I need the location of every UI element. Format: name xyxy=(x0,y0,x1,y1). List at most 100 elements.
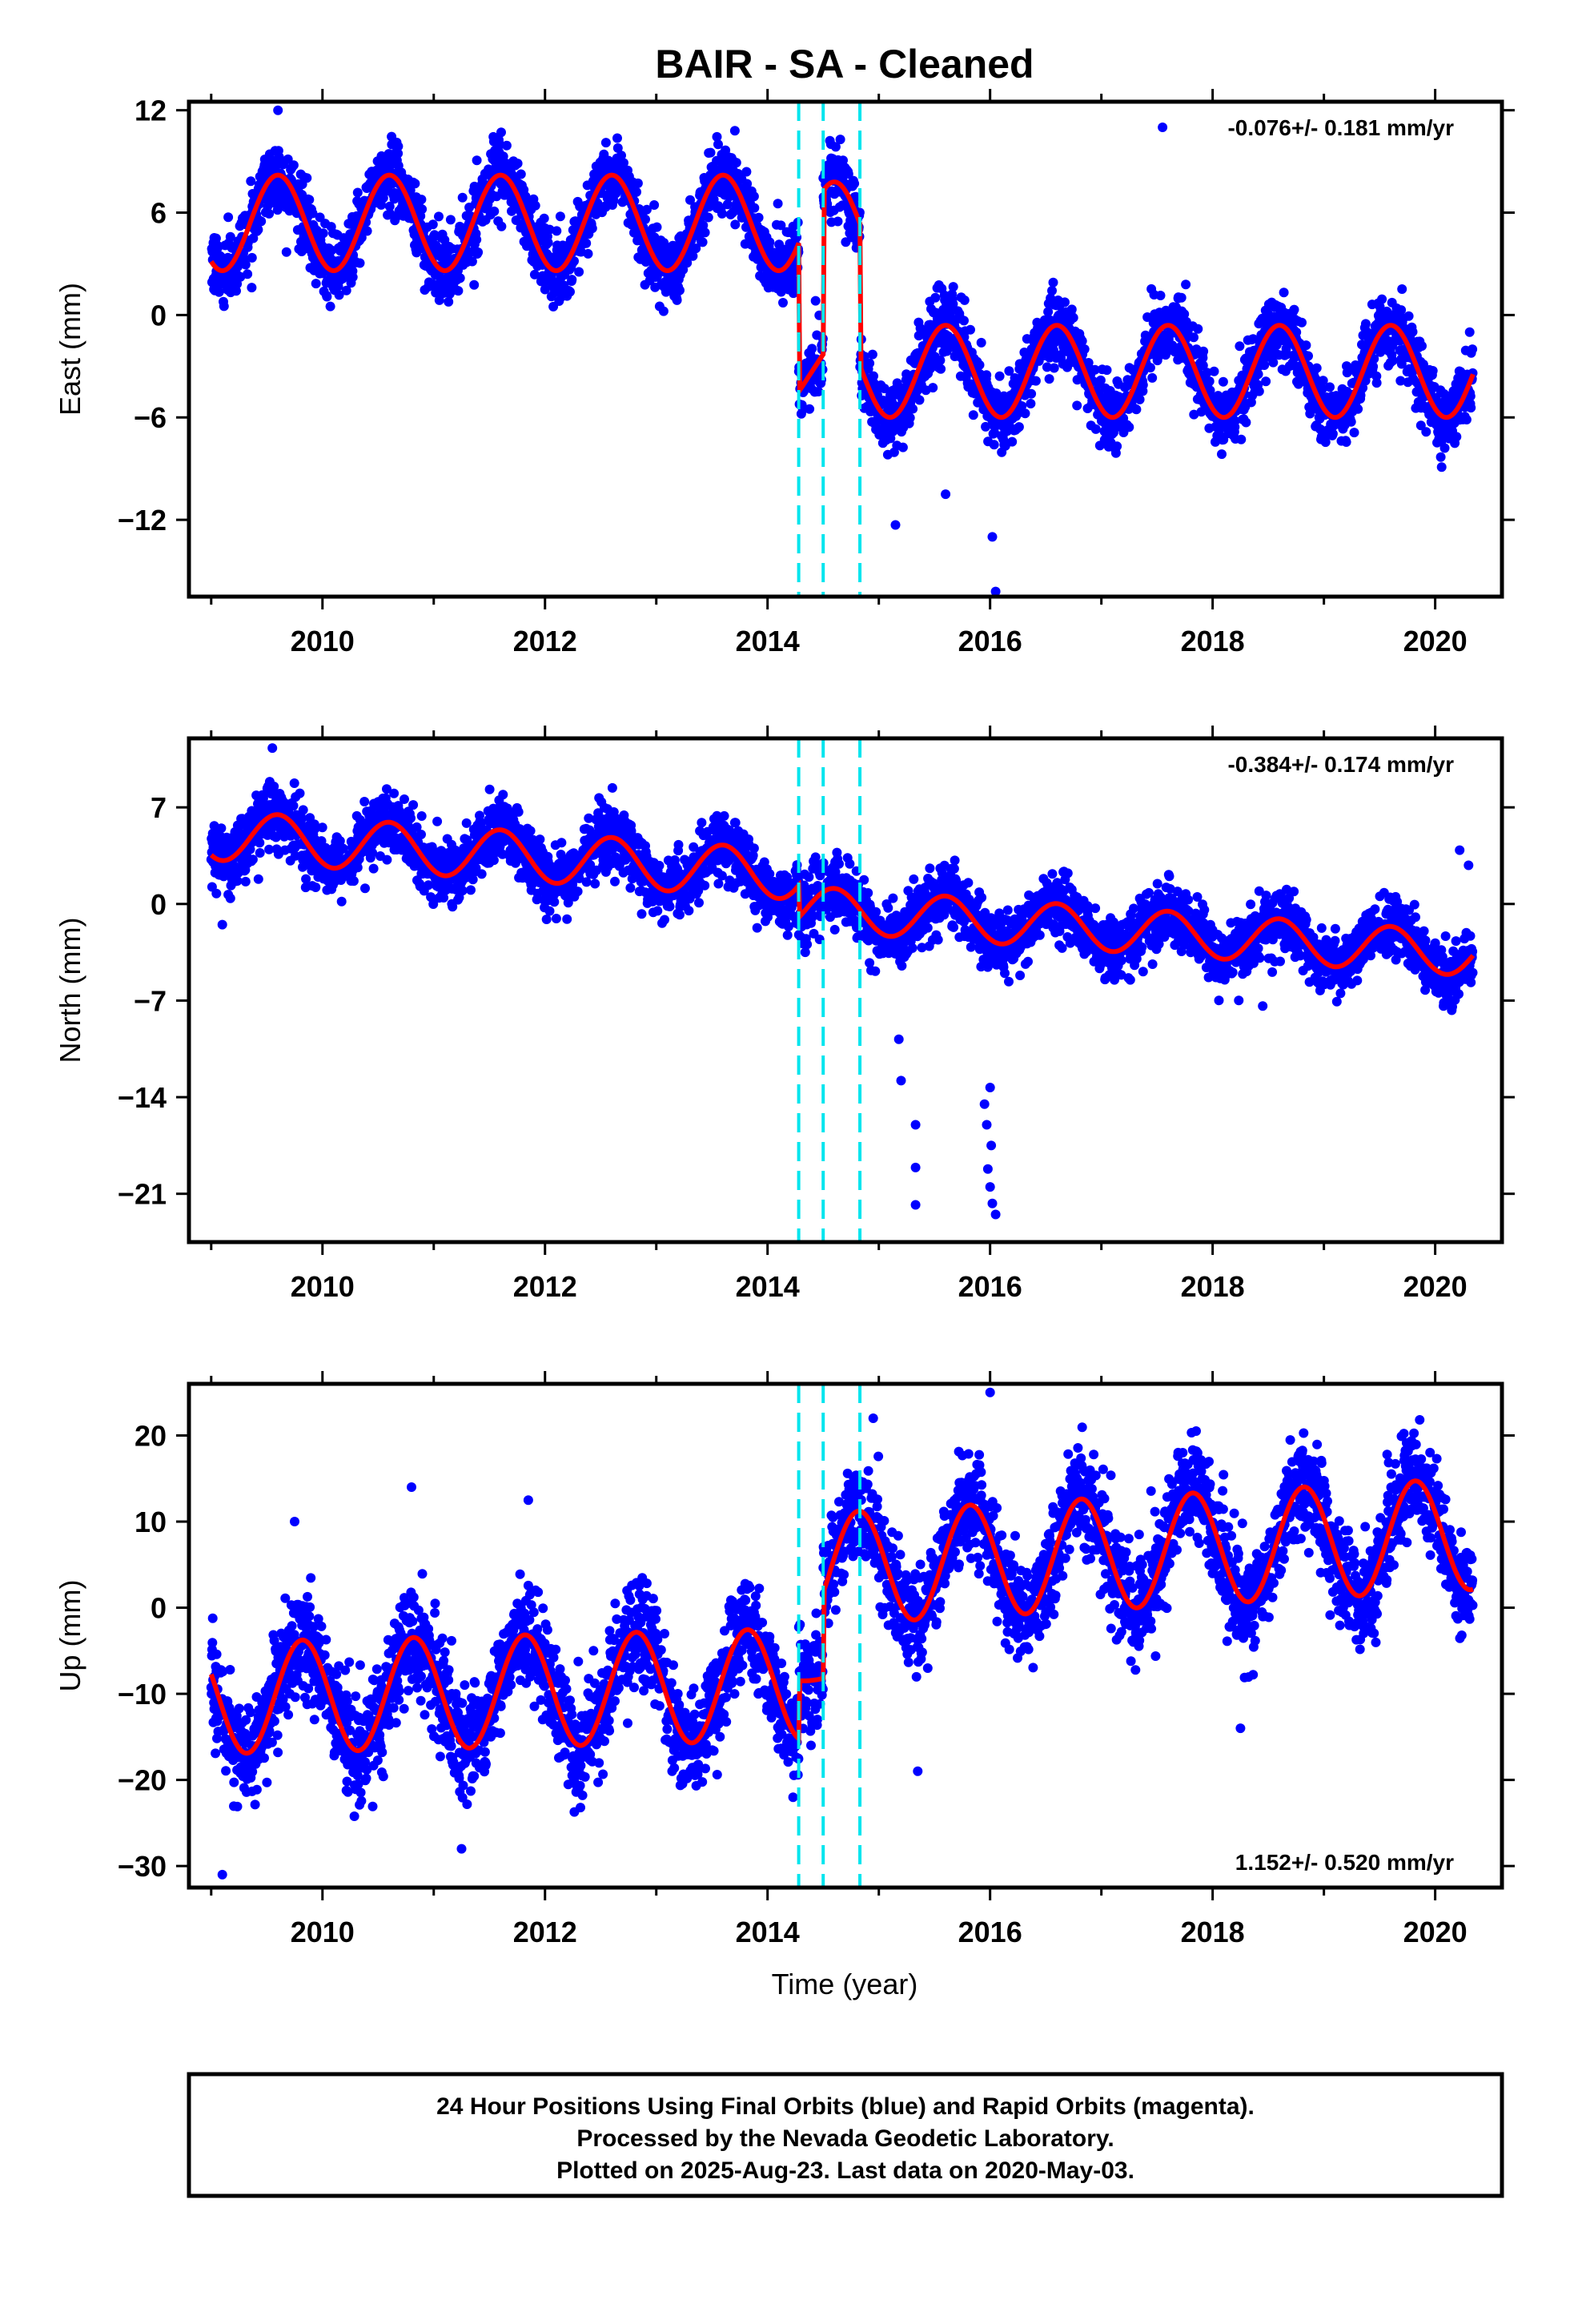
data-point xyxy=(1297,317,1307,328)
data-point xyxy=(691,243,701,254)
data-point xyxy=(457,886,468,896)
data-point xyxy=(612,133,622,143)
data-point xyxy=(765,237,775,247)
data-point xyxy=(1219,435,1229,444)
data-point xyxy=(966,324,975,335)
data-point xyxy=(658,306,669,316)
data-point xyxy=(468,875,478,885)
data-point xyxy=(307,208,318,219)
data-point xyxy=(408,800,419,810)
data-point xyxy=(405,185,416,195)
data-point xyxy=(289,778,299,788)
data-point xyxy=(1090,364,1100,375)
data-point xyxy=(488,855,499,866)
data-point xyxy=(1004,366,1014,376)
data-point xyxy=(512,159,523,169)
data-point xyxy=(749,191,759,202)
data-point xyxy=(713,139,723,150)
x-tick-label: 2012 xyxy=(513,625,577,657)
data-point xyxy=(1043,307,1054,317)
data-point xyxy=(753,212,764,223)
data-point xyxy=(1279,287,1289,298)
data-point xyxy=(355,258,365,268)
data-point xyxy=(211,888,222,899)
data-point xyxy=(1131,404,1142,415)
data-point xyxy=(1311,363,1322,373)
data-point xyxy=(843,169,853,179)
data-point xyxy=(1048,277,1058,287)
data-point xyxy=(325,301,335,312)
data-point xyxy=(434,295,444,305)
data-point xyxy=(1396,305,1407,316)
data-point xyxy=(1303,351,1313,361)
data-point xyxy=(240,259,251,270)
data-point xyxy=(264,208,275,219)
data-point xyxy=(959,295,970,305)
data-point xyxy=(406,813,416,823)
data-point xyxy=(246,176,256,187)
data-point xyxy=(507,206,516,216)
data-point xyxy=(869,371,878,381)
data-point xyxy=(555,211,565,222)
data-point xyxy=(867,349,877,360)
data-point xyxy=(981,421,991,432)
data-point xyxy=(1209,366,1219,376)
x-tick-label: 2020 xyxy=(1403,625,1468,657)
data-point xyxy=(336,896,347,907)
data-point xyxy=(496,221,507,231)
data-point xyxy=(1282,349,1292,360)
data-point xyxy=(253,224,263,235)
data-point xyxy=(1030,376,1041,386)
data-point xyxy=(835,135,845,145)
north-panel: 2010 2012 2014 2016 2018 202070−7−14−21North … xyxy=(54,726,1515,1303)
data-point xyxy=(994,371,1005,381)
data-point xyxy=(851,191,861,202)
data-point xyxy=(400,794,409,804)
data-point xyxy=(1387,356,1398,366)
data-point xyxy=(432,816,443,826)
data-point xyxy=(1461,415,1472,424)
data-point xyxy=(552,226,562,236)
data-point xyxy=(269,782,279,791)
data-point xyxy=(1072,400,1082,411)
data-point xyxy=(334,290,344,300)
data-point xyxy=(341,285,351,296)
rate-label: -0.076+/- 0.181 mm/yr xyxy=(1227,115,1454,140)
data-point xyxy=(1465,391,1476,401)
data-point xyxy=(216,823,227,834)
data-point xyxy=(211,233,221,243)
data-point xyxy=(1360,319,1371,329)
y-tick-label: −12 xyxy=(118,504,167,537)
data-point xyxy=(703,212,713,223)
data-point xyxy=(412,822,422,832)
data-point xyxy=(982,370,992,380)
data-point xyxy=(1068,312,1078,323)
data-point xyxy=(1291,327,1302,337)
data-point xyxy=(1464,327,1475,337)
data-point xyxy=(457,192,468,203)
data-point xyxy=(1377,294,1387,304)
data-point xyxy=(256,216,267,227)
data-point xyxy=(439,893,449,903)
data-point xyxy=(583,248,593,259)
data-point xyxy=(948,282,958,292)
data-point xyxy=(543,238,553,248)
data-point xyxy=(318,228,328,239)
data-point xyxy=(1181,279,1191,290)
data-point xyxy=(1436,462,1447,472)
data-point xyxy=(1417,341,1427,351)
data-point xyxy=(1198,360,1208,371)
data-point xyxy=(682,258,693,268)
data-point xyxy=(1320,437,1331,448)
data-point xyxy=(448,902,458,912)
data-point xyxy=(360,883,370,894)
data-point xyxy=(231,286,241,296)
outlier-point xyxy=(1158,123,1168,132)
data-point xyxy=(959,316,969,326)
data-point xyxy=(335,836,345,846)
data-point xyxy=(976,337,986,348)
data-point xyxy=(466,885,476,895)
data-point xyxy=(1102,365,1112,376)
data-point xyxy=(1020,408,1030,419)
